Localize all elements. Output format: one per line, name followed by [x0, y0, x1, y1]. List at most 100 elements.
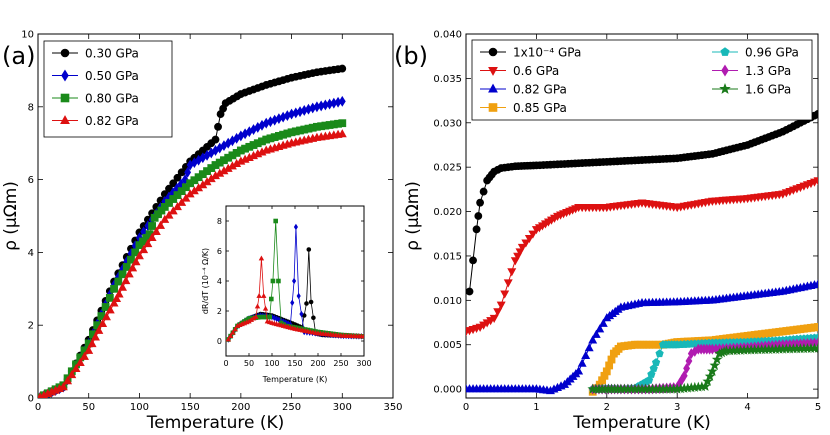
a-inset-y-tick-label: 2 [217, 307, 222, 316]
a-x-tick-label: 100 [130, 402, 149, 413]
a-inset-x-tick-label: 50 [244, 359, 254, 368]
a-data-point [182, 183, 190, 192]
b-data-point [591, 329, 601, 338]
a-data-point [124, 269, 134, 278]
a-legend-label: 0.80 GPa [85, 92, 139, 106]
a-data-point [156, 220, 166, 229]
a-inset-y-tick-label: 6 [217, 247, 222, 256]
a-data-point [98, 318, 108, 328]
a-inset-series-3 [226, 255, 364, 342]
a-inset-data-point [227, 333, 234, 339]
b-x-tick-label: 5 [815, 402, 821, 413]
b-data-point [479, 187, 488, 196]
a-y-tick-label: 6 [28, 175, 34, 186]
a-data-point [118, 282, 127, 291]
a-inset-data-point [292, 277, 297, 285]
chart-b: 0 1 2 3 4 5 0.000 0.005 0.010 0.015 0.020 0.025 0.03… [394, 30, 821, 434]
a-data-point [128, 263, 138, 272]
b-x-tick-label: 0 [463, 402, 469, 413]
a-legend-marker [60, 48, 70, 58]
b-legend-label: 1x10⁻⁴ GPa [513, 46, 581, 60]
a-inset-data-point [258, 255, 265, 261]
b-legend-frame [471, 39, 813, 121]
b-data-point [472, 225, 481, 234]
chart-a: 0 50 100 150 200 250 300 3500246810Temperature … [1, 30, 403, 434]
a-x-tick-label: 350 [383, 402, 402, 413]
b-data-point [702, 375, 713, 386]
a-data-point [338, 119, 347, 128]
a-inset-data-point [311, 315, 316, 321]
a-y-tick-label: 4 [28, 248, 34, 259]
a-data-point [105, 305, 115, 314]
a-inset-data-point [232, 326, 238, 332]
b-data-point [649, 364, 658, 372]
b-y-tick-label: 0.035 [433, 74, 462, 85]
b-data-point [700, 380, 711, 391]
b-legend-marker [488, 67, 498, 76]
b-y-tick-label: 0.040 [433, 30, 462, 41]
a-data-point [211, 135, 220, 144]
b-data-point [521, 239, 531, 248]
a-inset-data-point [276, 278, 281, 284]
a-inset-x-tick-label: 100 [264, 359, 279, 368]
a-y-tick-label: 10 [21, 30, 34, 41]
a-data-point [337, 129, 347, 138]
b-data-point [503, 279, 513, 288]
b-data-point [584, 343, 594, 352]
b-legend-label: 0.96 GPa [745, 46, 799, 60]
b-data-point [707, 365, 718, 376]
a-data-point [114, 277, 123, 286]
a-data-point [184, 166, 192, 178]
b-data-point [588, 335, 598, 344]
a-legend-label: 0.82 GPa [85, 114, 139, 128]
a-inset-x-tick-label: 250 [333, 359, 348, 368]
a-legend-marker [60, 93, 70, 103]
a-legend-label: 0.50 GPa [85, 69, 139, 83]
b-data-point [524, 235, 534, 244]
b-data-point [644, 375, 654, 384]
a-data-point [80, 351, 89, 360]
b-x-tick-label: 2 [604, 402, 610, 413]
a-data-point [147, 232, 157, 242]
a-data-point [101, 303, 110, 311]
b-legend-label: 0.85 GPa [513, 101, 567, 115]
b-series-0 [466, 110, 818, 296]
a-data-point [181, 193, 191, 202]
a-data-point [131, 257, 141, 266]
a-legend-label: 0.30 GPa [85, 47, 139, 61]
a-inset-x-tick-label: 0 [223, 359, 228, 368]
a-data-point [139, 245, 149, 254]
a-y-tick-label: 2 [28, 321, 34, 332]
a-data-point [169, 195, 178, 203]
a-x-tick-label: 0 [35, 402, 41, 413]
b-y-tick-label: 0.025 [433, 163, 462, 174]
a-data-point [177, 197, 187, 206]
b-data-point [476, 198, 484, 207]
a-inset-data-point [269, 296, 274, 302]
b-x-tick-label: 4 [744, 402, 750, 413]
b-series-6 [587, 342, 818, 394]
b-data-point [655, 349, 664, 358]
b-legend-label: 0.6 GPa [513, 64, 559, 78]
a-inset-y-tick-label: 4 [217, 277, 222, 286]
a-data-point [63, 376, 73, 385]
a-data-point [58, 382, 68, 391]
a-data-point [110, 284, 118, 293]
b-data-point [500, 290, 510, 299]
a-legend-marker [61, 69, 69, 82]
a-y-tick-label: 0 [28, 394, 34, 405]
b-data-point [595, 324, 605, 333]
b-data-point [680, 370, 688, 382]
a-data-point [173, 191, 182, 199]
a-data-point [101, 312, 111, 321]
a-data-point [338, 95, 346, 107]
a-x-tick-label: 250 [282, 402, 301, 413]
a-data-point [112, 293, 122, 302]
a-data-point [143, 238, 153, 248]
b-legend-label: 1.6 GPa [745, 83, 791, 97]
a-data-point [165, 199, 173, 207]
b-y-axis-label: ρ (μΩm) [403, 181, 423, 251]
b-data-point [709, 359, 721, 370]
b-data-point [683, 362, 691, 374]
